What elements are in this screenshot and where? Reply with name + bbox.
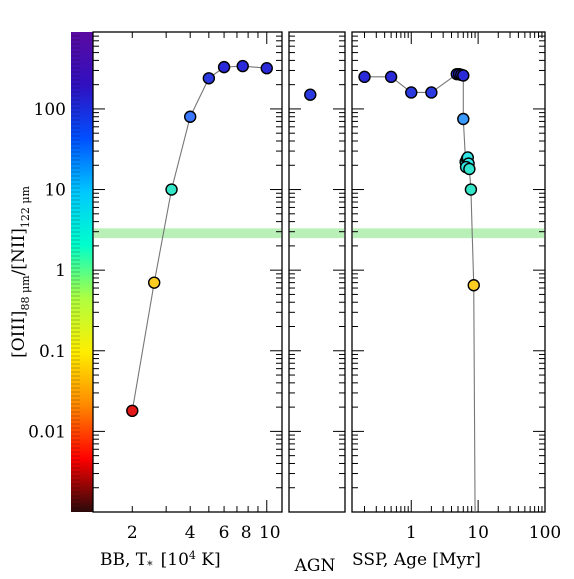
panel-frame: [351, 31, 546, 513]
series-line: [131, 65, 267, 411]
data-point: [165, 183, 178, 196]
data-point: [260, 62, 273, 75]
data-point: [467, 279, 480, 292]
data-point: [464, 183, 478, 196]
x-axis-label-part: [10: [161, 550, 189, 570]
x-tick-label: 4: [185, 523, 196, 543]
data-point: [463, 162, 476, 176]
data-point: [405, 86, 418, 99]
x-tick-label: 10: [259, 523, 281, 543]
data-point: [202, 72, 216, 85]
x-tick-label: 8: [241, 523, 252, 543]
x-axis-label: BB, T* [104 K]: [100, 549, 221, 572]
series-line: [364, 73, 476, 513]
x-tick-label: 1: [406, 523, 417, 543]
panel-frame: [92, 31, 283, 513]
colorbar: [71, 32, 93, 512]
x-tick-label: 10: [467, 523, 489, 543]
data-point: [457, 112, 470, 126]
y-axis-label-part: [OIII]: [9, 311, 29, 358]
x-axis-label: AGN: [294, 556, 336, 574]
x-axis-label: SSP, Age [Myr]: [352, 550, 481, 570]
y-axis-label: [OIII]88 μm/[NII]122 μm: [9, 186, 32, 358]
data-point: [217, 60, 231, 74]
x-axis-label-subscript: *: [147, 559, 153, 572]
x-tick-label: 2: [127, 523, 138, 543]
panel-frame: [288, 31, 346, 513]
data-point: [183, 110, 197, 123]
y-axis-label-part: /[NII]: [9, 228, 29, 275]
y-tick-label: 1: [55, 261, 66, 281]
y-axis-label-subscript: 122 μm: [19, 186, 32, 229]
x-axis-label-part: K]: [196, 550, 221, 570]
data-point: [457, 69, 470, 82]
x-axis-label-part: BB, T: [100, 550, 148, 570]
data-point: [126, 404, 139, 418]
data-point: [358, 70, 371, 84]
data-point: [147, 276, 161, 289]
data-point: [236, 59, 249, 73]
x-tick-label: 6: [219, 523, 230, 543]
data-point: [425, 86, 438, 99]
reference-band: [94, 228, 281, 239]
y-axis-label-subscript: 88 μm: [19, 275, 32, 311]
data-point: [304, 88, 317, 101]
y-tick-label: 0.01: [28, 422, 66, 442]
reference-band: [353, 228, 544, 239]
data-point: [384, 70, 398, 84]
y-tick-label: 0.1: [39, 342, 66, 362]
y-tick-label: 100: [34, 100, 66, 120]
x-axis-label-superscript: 4: [189, 549, 196, 562]
reference-band: [290, 228, 344, 239]
y-tick-label: 10: [44, 181, 66, 201]
x-tick-label: 100: [529, 523, 561, 543]
